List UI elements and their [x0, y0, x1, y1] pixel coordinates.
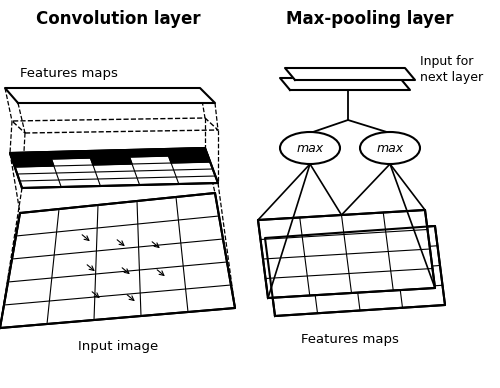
Text: Input image: Input image	[78, 340, 158, 353]
Text: max: max	[376, 142, 404, 154]
Polygon shape	[5, 88, 215, 103]
Text: Features maps: Features maps	[301, 333, 399, 346]
Polygon shape	[10, 152, 51, 160]
Text: Convolution layer: Convolution layer	[36, 10, 200, 28]
Text: Features maps: Features maps	[20, 67, 118, 80]
Text: Max-pooling layer: Max-pooling layer	[286, 10, 454, 28]
Polygon shape	[265, 226, 445, 316]
Text: Input for
next layer: Input for next layer	[420, 55, 483, 85]
Polygon shape	[10, 148, 218, 188]
Polygon shape	[12, 159, 54, 167]
Ellipse shape	[360, 132, 420, 164]
Polygon shape	[280, 78, 410, 90]
Polygon shape	[0, 193, 235, 328]
Polygon shape	[49, 151, 90, 159]
Polygon shape	[258, 210, 435, 298]
Polygon shape	[168, 155, 210, 163]
Polygon shape	[285, 68, 415, 80]
Polygon shape	[88, 150, 130, 158]
Polygon shape	[127, 149, 168, 157]
Polygon shape	[166, 148, 207, 156]
Polygon shape	[90, 157, 132, 165]
Text: max: max	[296, 142, 324, 154]
Ellipse shape	[280, 132, 340, 164]
